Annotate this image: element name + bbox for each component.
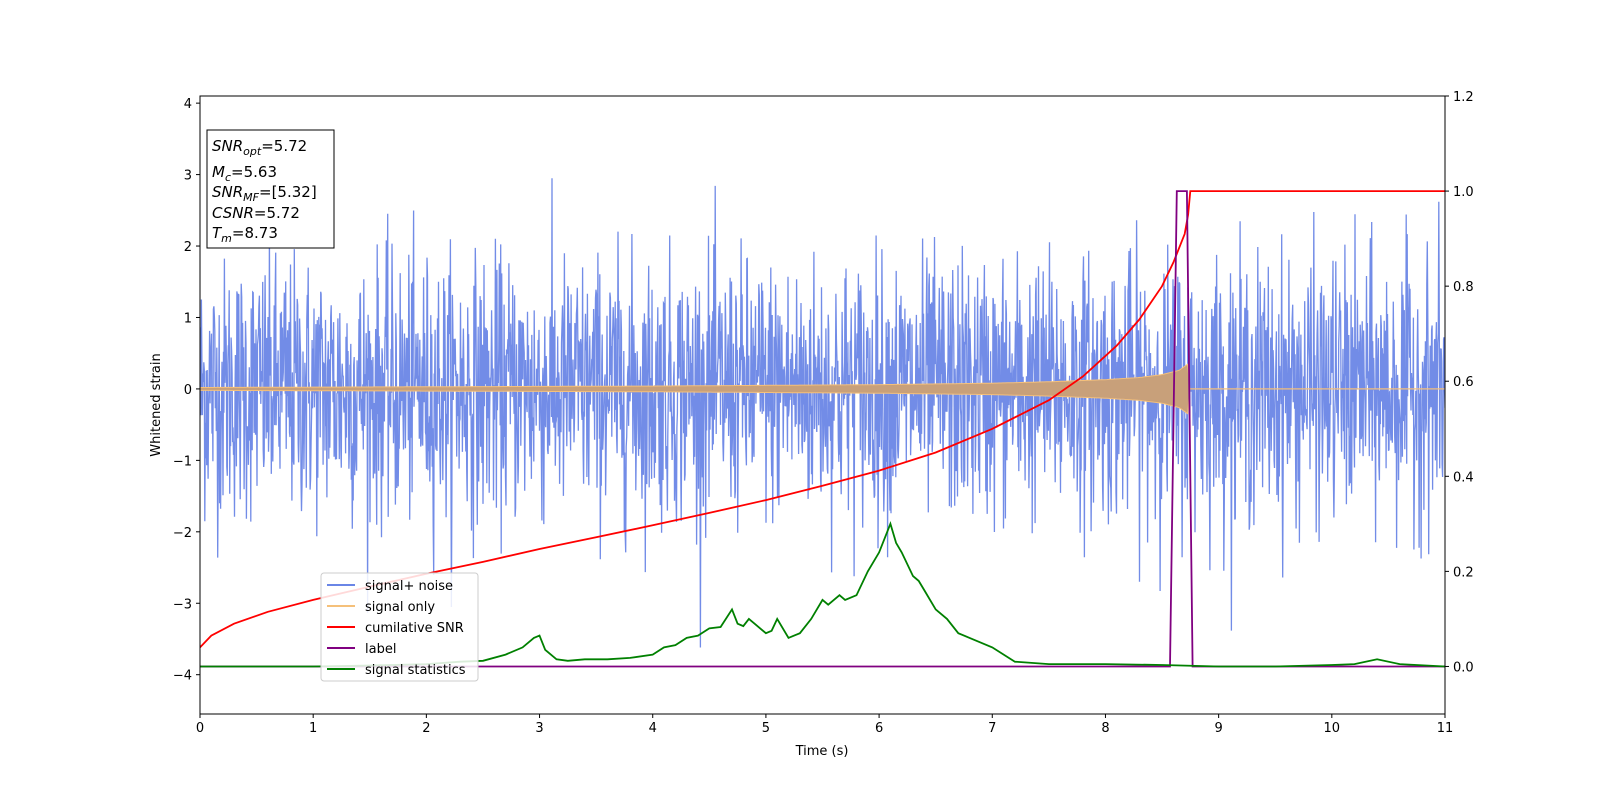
x-tick-label: 9 xyxy=(1214,721,1222,736)
y-tick-label-left: 1 xyxy=(184,311,192,326)
y-tick-label-left: −3 xyxy=(173,597,192,612)
legend-signal-only-label: signal only xyxy=(365,600,435,615)
x-tick-label: 0 xyxy=(196,721,204,736)
legend-signal-noise: signal+ noise xyxy=(327,579,453,594)
y-tick-label-right: 0.4 xyxy=(1453,470,1474,485)
y-tick-label-right: 0.6 xyxy=(1453,375,1474,390)
info-box-line: CSNR=5.72 xyxy=(212,204,300,222)
legend-label-label: label xyxy=(365,642,396,657)
info-box-line: SNRMF=[5.32] xyxy=(212,183,317,204)
legend-cumulative-snr-label: cumilative SNR xyxy=(365,621,464,636)
x-axis-label: Time (s) xyxy=(795,744,849,759)
y-tick-label-left: 0 xyxy=(184,383,192,398)
x-tick-label: 7 xyxy=(988,721,996,736)
series-signal-statistics-line xyxy=(200,521,1445,668)
legend-signal-only: signal only xyxy=(327,600,435,615)
series-signal-noise-line xyxy=(200,178,1445,648)
legend-cumulative-snr: cumilative SNR xyxy=(327,621,464,636)
y-axis-label: Whitened strain xyxy=(149,353,164,456)
y-tick-label-right: 0.0 xyxy=(1453,660,1474,675)
info-box-frame xyxy=(206,129,335,249)
x-tick-label: 4 xyxy=(649,721,657,736)
x-tick-label: 1 xyxy=(309,721,317,736)
y-tick-label-left: −1 xyxy=(173,454,192,469)
x-tick-label: 6 xyxy=(875,721,883,736)
x-tick-label: 10 xyxy=(1324,721,1341,736)
axes: 0 1 2 3 4 5 6 7 8 9 10 11 −4 −3 −2 −1 0 1 2 3 4 0.0 0.2 0.4 0.6 0… xyxy=(173,90,1474,736)
y-tick-label-left: 3 xyxy=(184,169,192,184)
plot-frame xyxy=(199,95,1446,715)
x-tick-label: 3 xyxy=(535,721,543,736)
legend-label: label xyxy=(327,642,396,657)
y-tick-label-left: −2 xyxy=(173,526,192,541)
y-tick-label-right: 1.0 xyxy=(1453,185,1474,200)
legend-frame xyxy=(320,572,479,682)
y-tick-label-left: 4 xyxy=(184,97,192,112)
legend-signal-noise-label: signal+ noise xyxy=(365,579,453,594)
y-tick-label-right: 0.2 xyxy=(1453,565,1474,580)
info-box-line: Tm=8.73 xyxy=(212,224,278,245)
x-tick-label: 11 xyxy=(1437,721,1454,736)
legend-items: signal+ noise signal only cumilative SNR la… xyxy=(327,579,466,678)
x-tick-label: 8 xyxy=(1101,721,1109,736)
legend-signal-statistics-label: signal statistics xyxy=(365,663,466,678)
y-tick-label-left: −4 xyxy=(173,669,192,684)
y-tick-label-right: 0.8 xyxy=(1453,280,1474,295)
info-box-line: Mc=5.63 xyxy=(212,163,277,184)
legend-signal-statistics: signal statistics xyxy=(327,663,466,678)
info-box-line: SNRopt=5.72 xyxy=(212,137,307,158)
y-tick-label-right: 1.2 xyxy=(1453,90,1474,105)
x-tick-label: 5 xyxy=(762,721,770,736)
legend: signal+ noise signal only cumilative SNR la… xyxy=(320,572,479,682)
y-tick-label-left: 2 xyxy=(184,240,192,255)
x-tick-label: 2 xyxy=(422,721,430,736)
